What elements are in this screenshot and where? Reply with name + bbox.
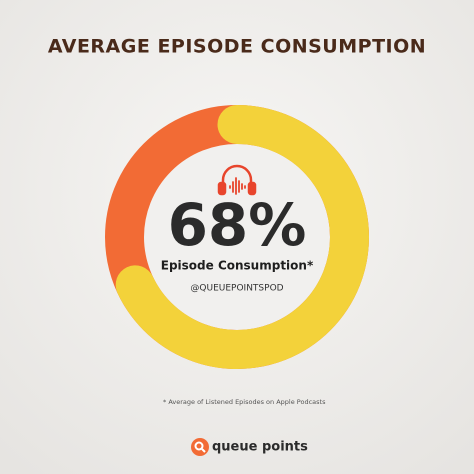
footnote: * Average of Listened Episodes on Apple … [163, 398, 326, 406]
donut-center [144, 144, 330, 330]
brand-logo [191, 438, 209, 456]
chart-title: AVERAGE EPISODE CONSUMPTION [48, 36, 426, 58]
center-value: 68% [168, 191, 307, 259]
headphone-icon [217, 164, 257, 196]
brand-name: queue points [212, 440, 308, 455]
center-label: Episode Consumption* [161, 259, 314, 273]
donut-arc [115, 105, 369, 369]
donut [105, 105, 369, 369]
handle: @QUEUEPOINTSPOD [190, 284, 283, 294]
